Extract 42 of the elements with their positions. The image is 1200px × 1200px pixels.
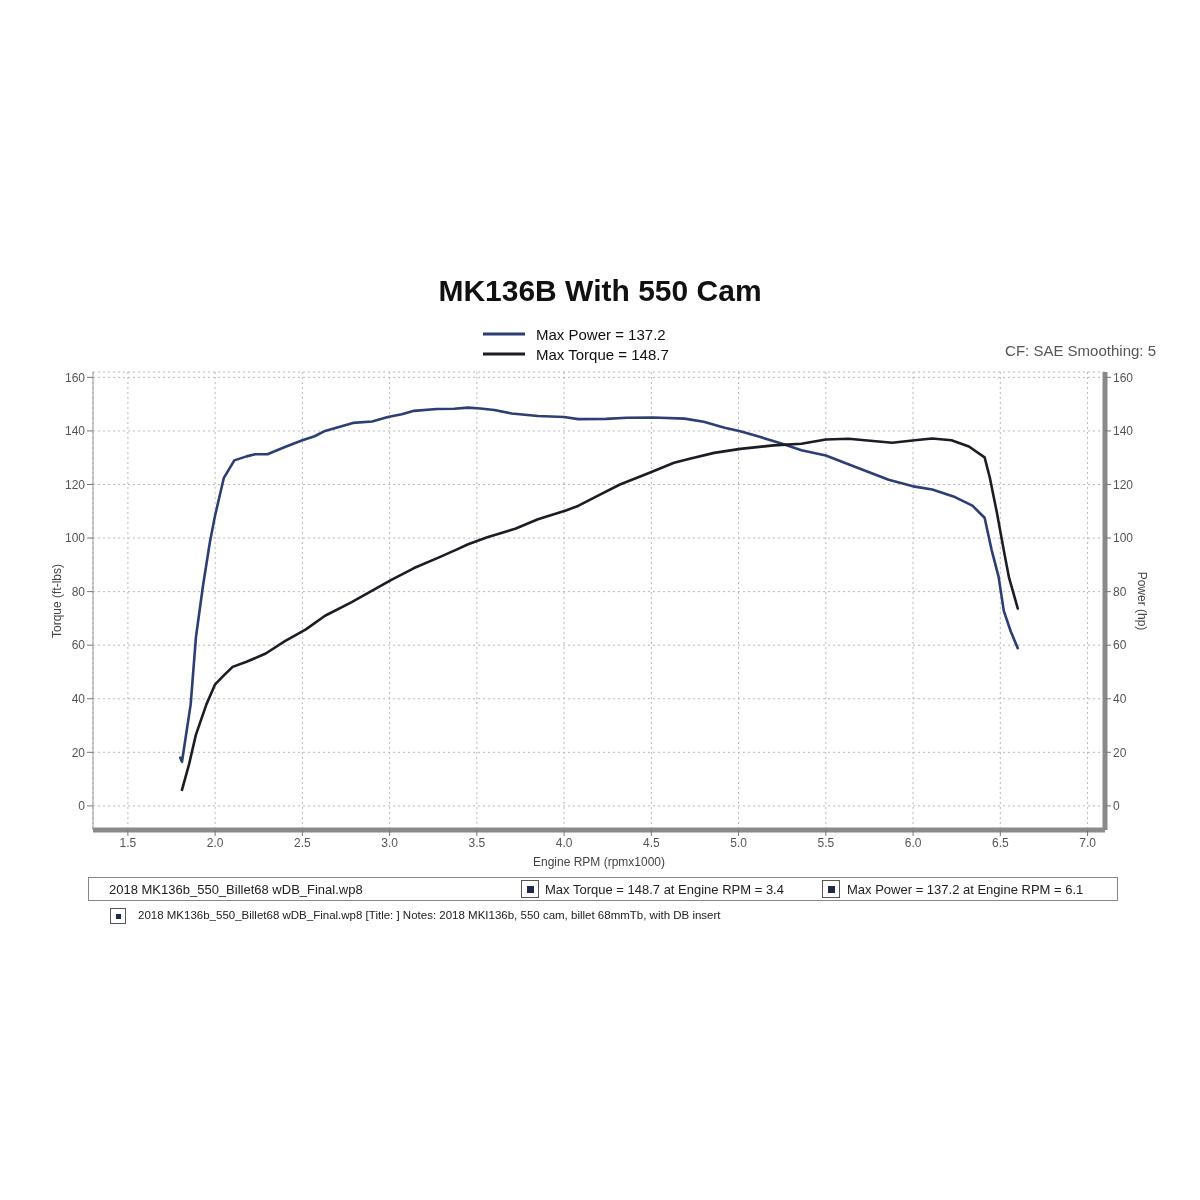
y2-tick-label: 120 (1113, 477, 1134, 492)
y2-tick-label: 100 (1113, 531, 1134, 546)
text: CF: SAE Smoothing: 5 (1005, 342, 1156, 359)
x-tick-label: 5.5 (817, 835, 835, 850)
y2-tick-label: 80 (1113, 584, 1127, 599)
y2-axis-title: Power (hp) (1134, 571, 1149, 631)
legend-label: Max Power = 137.2 (536, 325, 666, 343)
y-tick-label: 60 (71, 638, 86, 653)
x-tick-label: 5.0 (730, 835, 748, 850)
y-tick-label: 40 (71, 692, 86, 707)
x-tick-label: 3.5 (468, 835, 486, 850)
x-tick-label: 6.5 (991, 835, 1009, 850)
y-tick-label: 100 (64, 531, 86, 546)
text: 2018 MK136b_550_Billet68 wDB_Final.wp8 [Title: ] Notes: 2018 MKI136b, 550 cam, billet 68mmTb, with DB insert (138, 909, 721, 921)
chart-title: MK136B With 550 Cam (437, 274, 763, 308)
text: Max Torque = 148.7 at Engine RPM = 3.4 (545, 882, 784, 897)
y-tick-label: 80 (71, 584, 86, 599)
text: Max Power = 137.2 at Engine RPM = 6.1 (847, 882, 1084, 897)
x-tick-label: 4.5 (643, 835, 661, 850)
y2-tick-label: 0 (1113, 799, 1120, 814)
y-tick-label: 0 (78, 799, 86, 814)
y-tick-label: 20 (71, 745, 86, 760)
x-tick-label: 2.0 (206, 835, 224, 850)
text: 2018 MK136b_550_Billet68 wDB_Final.wp8 (109, 882, 363, 897)
y-tick-label: 160 (64, 370, 86, 385)
x-tick-label: 2.5 (294, 835, 312, 850)
y2-tick-label: 40 (1113, 692, 1127, 707)
line-series (180, 437, 1020, 792)
x-tick-label: 1.5 (119, 835, 137, 850)
x-tick-label: 4.0 (555, 835, 573, 850)
x-tick-label: 7.0 (1079, 835, 1097, 850)
y-axis-title: Torque (ft-lbs) (50, 563, 65, 639)
y2-tick-label: 140 (1113, 424, 1134, 439)
x-tick-label: 6.0 (904, 835, 922, 850)
y-tick-label: 120 (64, 477, 86, 492)
y2-tick-label: 20 (1113, 745, 1127, 760)
x-axis-title: Engine RPM (rpmx1000) (532, 855, 666, 869)
y-tick-label: 140 (64, 424, 86, 439)
line-series (178, 406, 1020, 763)
y2-tick-label: 60 (1113, 638, 1127, 653)
y2-tick-label: 160 (1113, 370, 1134, 385)
x-tick-label: 3.0 (381, 835, 399, 850)
